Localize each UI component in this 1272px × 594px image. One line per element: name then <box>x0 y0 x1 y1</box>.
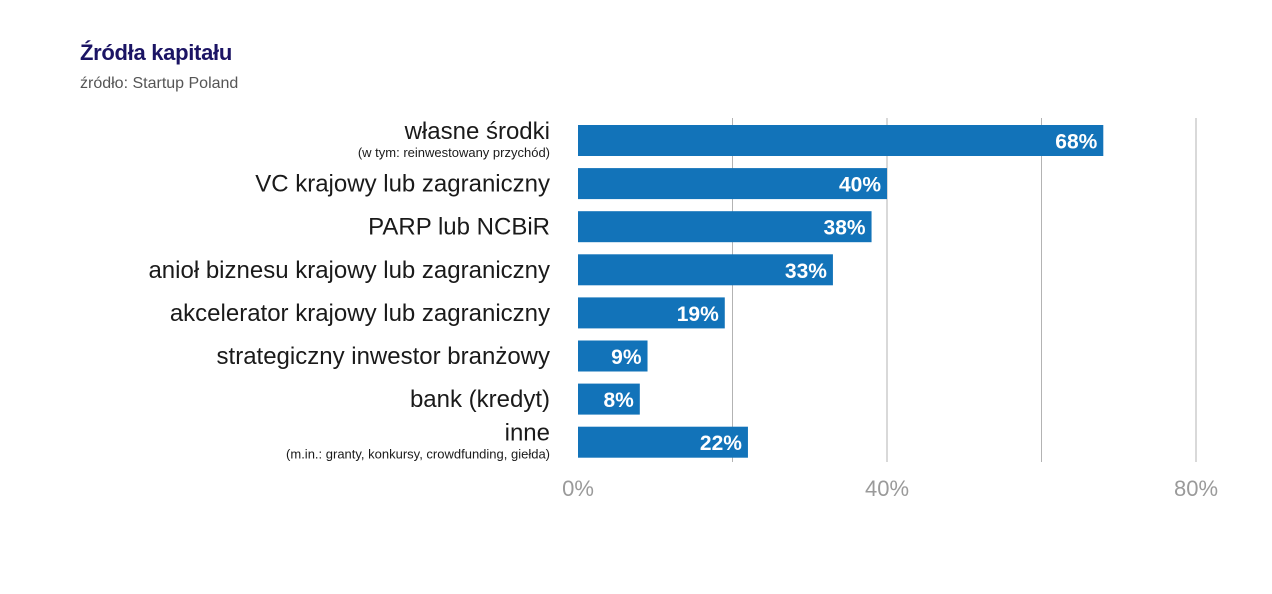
category-label: akcelerator krajowy lub zagraniczny <box>170 300 550 327</box>
bar <box>578 297 725 329</box>
bar-value-label: 19% <box>677 303 719 326</box>
x-tick-label: 40% <box>865 476 909 501</box>
bar-value-label: 40% <box>839 174 881 197</box>
x-tick-label: 0% <box>562 476 594 501</box>
category-label: strategiczny inwestor branżowy <box>217 343 550 370</box>
bar <box>578 254 833 286</box>
bar <box>578 125 1104 156</box>
category-label: inne <box>505 420 550 447</box>
category-label: anioł biznesu krajowy lub zagraniczny <box>148 257 550 284</box>
chart-title: Źródła kapitału <box>80 40 232 65</box>
category-label: własne środki <box>404 118 550 145</box>
bar <box>578 426 748 458</box>
category-label: bank (kredyt) <box>410 386 550 413</box>
bar <box>578 340 648 372</box>
category-label: VC krajowy lub zagraniczny <box>255 171 550 198</box>
category-note: (w tym: reinwestowany przychód) <box>358 145 550 160</box>
bar <box>578 211 872 243</box>
bar-value-label: 33% <box>785 260 827 283</box>
bar-value-label: 22% <box>700 432 742 455</box>
bar <box>578 168 887 200</box>
bar-value-label: 68% <box>1055 131 1097 154</box>
x-tick-label: 80% <box>1174 476 1218 501</box>
bar-value-label: 38% <box>824 217 866 240</box>
bar-value-label: 9% <box>611 346 642 369</box>
bar <box>578 383 640 415</box>
bar-value-label: 8% <box>603 389 634 412</box>
category-note: (m.in.: granty, konkursy, crowdfunding, … <box>286 447 550 462</box>
category-label: PARP lub NCBiR <box>368 214 550 241</box>
chart-subtitle: źródło: Startup Poland <box>80 75 239 92</box>
